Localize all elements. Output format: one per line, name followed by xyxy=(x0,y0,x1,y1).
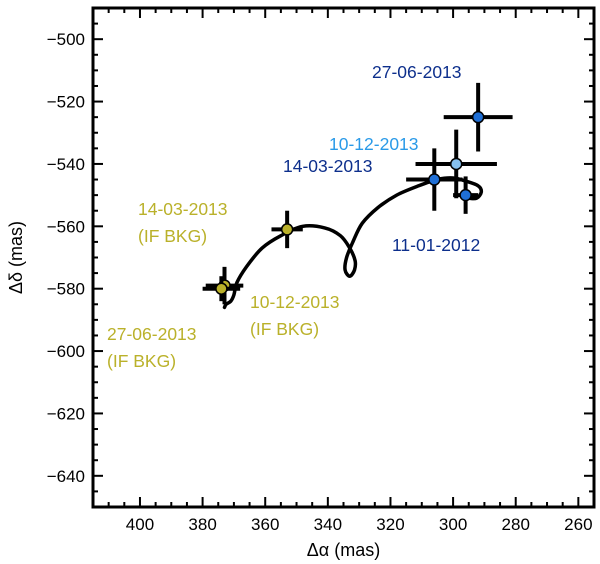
tick-marks: 400 380 360 340 320 300 280 260 −640 −620 −600 −580… xyxy=(47,8,594,534)
data-point-3 xyxy=(415,129,497,199)
y-axis-label: Δδ (mas) xyxy=(6,221,26,294)
data-point-2 xyxy=(406,148,463,211)
x-tick-label: 340 xyxy=(314,515,342,534)
x-tick-label: 360 xyxy=(251,515,279,534)
point-label-5-note: (IF BKG) xyxy=(138,226,207,246)
data-point-7 xyxy=(202,276,241,302)
x-tick-label: 300 xyxy=(439,515,467,534)
y-tick-label: −540 xyxy=(47,155,85,174)
point-marker xyxy=(471,110,485,124)
y-tick-label: −640 xyxy=(47,467,85,486)
point-label-6-note: (IF BKG) xyxy=(250,319,319,339)
data-point-4 xyxy=(443,82,513,152)
y-tick-label: −600 xyxy=(47,342,85,361)
point-label-1-date: 11-01-2012 xyxy=(392,235,480,255)
data-point-5 xyxy=(271,210,303,249)
point-label-6-date: 10-12-2013 xyxy=(250,292,340,312)
point-label-4-date: 27-06-2013 xyxy=(372,62,462,82)
x-tick-label: 280 xyxy=(502,515,530,534)
x-tick-label: 380 xyxy=(188,515,216,534)
x-axis-label: Δα (mas) xyxy=(307,540,380,560)
point-marker xyxy=(428,173,441,186)
x-tick-label: 260 xyxy=(564,515,592,534)
y-tick-label: −560 xyxy=(47,217,85,236)
point-label-7-date: 27-06-2013 xyxy=(107,324,197,344)
point-marker xyxy=(280,223,294,236)
point-marker xyxy=(459,188,472,202)
point-marker xyxy=(215,282,228,295)
point-label-5-date: 14-03-2013 xyxy=(138,199,228,219)
y-tick-label: −620 xyxy=(47,404,85,423)
point-labels: 11-01-201214-03-201310-12-201327-06-2013… xyxy=(107,62,480,371)
point-label-7-note: (IF BKG) xyxy=(107,351,176,371)
y-tick-label: −520 xyxy=(47,93,85,112)
point-label-2-date: 14-03-2013 xyxy=(283,156,373,176)
data-points xyxy=(202,82,513,305)
x-tick-label: 400 xyxy=(126,515,154,534)
y-tick-label: −580 xyxy=(47,280,85,299)
point-label-3-date: 10-12-2013 xyxy=(329,134,419,154)
point-marker xyxy=(449,157,463,171)
y-tick-label: −500 xyxy=(47,30,85,49)
plot-frame xyxy=(91,6,596,509)
x-tick-label: 320 xyxy=(376,515,404,534)
